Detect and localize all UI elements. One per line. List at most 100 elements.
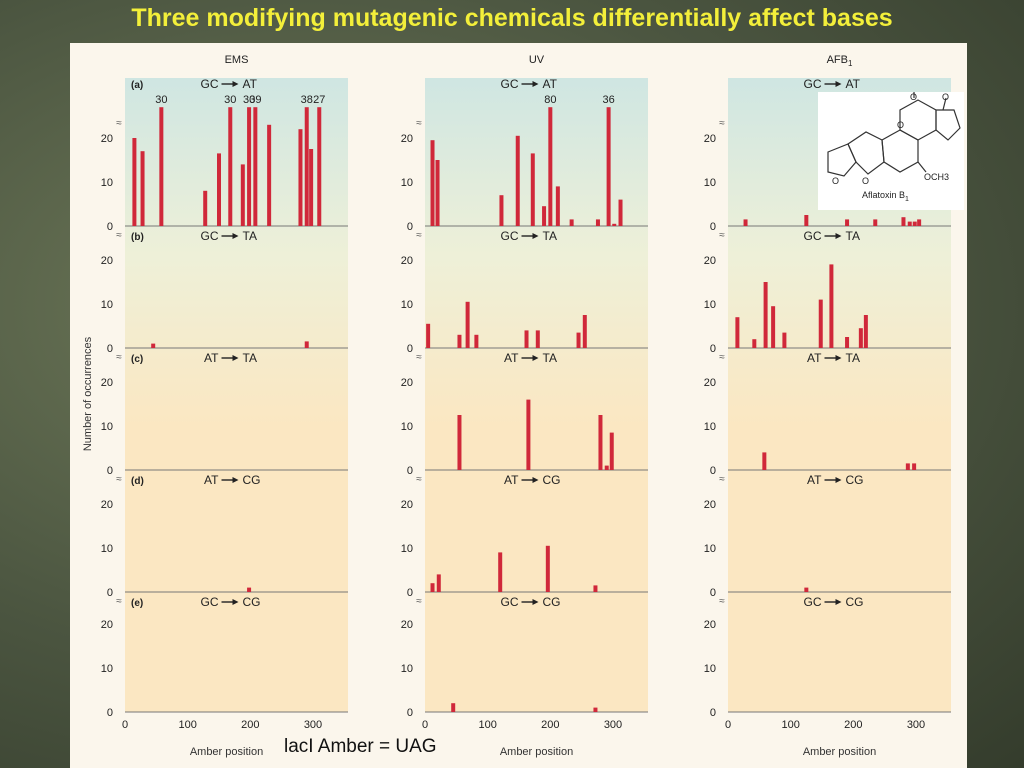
bar-value-label: 30 [224, 94, 236, 106]
y-tick-label: 0 [107, 465, 113, 477]
axis-break-mark: ≈ [719, 474, 725, 485]
bar [140, 151, 145, 226]
x-tick-label: 200 [541, 719, 559, 731]
mutation-arrow-head [835, 355, 842, 361]
bar [457, 415, 462, 470]
y-tick-label: 20 [101, 133, 113, 145]
bar [309, 149, 314, 226]
axis-break-mark: ≈ [719, 118, 725, 129]
bar [545, 545, 550, 592]
y-tick-label: 10 [101, 543, 113, 555]
mutation-to-label: TA [543, 229, 557, 243]
aflatoxin-name-label: Aflatoxin B1 [862, 190, 909, 203]
bar [253, 107, 258, 226]
x-tick-label: 300 [304, 719, 322, 731]
y-tick-label: 0 [407, 343, 413, 355]
bar [436, 574, 441, 592]
mutation-arrow-head [232, 81, 239, 87]
x-tick-label: 300 [907, 719, 925, 731]
y-tick-label: 0 [407, 707, 413, 719]
axis-break-mark: ≈ [116, 474, 122, 485]
x-tick-label: 200 [844, 719, 862, 731]
bar [247, 587, 252, 592]
aflatoxin-och3-label: OCH3 [924, 172, 949, 182]
aflatoxin-o-label-3: O [897, 120, 904, 130]
bar [526, 399, 531, 470]
y-tick-label: 20 [401, 499, 413, 511]
plot-area-1 [125, 78, 348, 712]
y-tick-label: 0 [710, 343, 716, 355]
bar [873, 219, 878, 226]
bar [203, 190, 208, 226]
y-tick-label: 20 [401, 619, 413, 631]
y-tick-label: 20 [704, 619, 716, 631]
column-title-3: AFB1 [827, 54, 853, 68]
bar [606, 107, 611, 226]
bar [217, 153, 221, 226]
bar [524, 330, 529, 348]
row-label: (a) [131, 80, 143, 91]
mutation-from-label: AT [807, 473, 822, 487]
x-tick-label: 0 [122, 719, 128, 731]
y-tick-label: 20 [704, 499, 716, 511]
aflatoxin-o-label-1: O [910, 92, 917, 102]
bar [762, 452, 767, 470]
x-tick-label: 200 [241, 719, 259, 731]
mutation-to-label: TA [543, 351, 557, 365]
axis-break-mark: ≈ [719, 352, 725, 363]
axis-break-mark: ≈ [116, 596, 122, 607]
bar [912, 463, 917, 470]
bar [457, 334, 462, 348]
bar [151, 343, 156, 348]
mutation-to-label: AT [846, 77, 861, 91]
y-tick-label: 0 [407, 465, 413, 477]
amber-caption: lacI Amber = UAG [284, 736, 437, 757]
bar [555, 186, 560, 226]
bar [435, 160, 440, 226]
mutation-to-label: TA [846, 351, 860, 365]
mutation-to-label: CG [543, 595, 561, 609]
mutation-from-label: AT [204, 351, 219, 365]
x-tick-label: 100 [478, 719, 496, 731]
bar [582, 315, 587, 348]
bar [593, 585, 598, 592]
mutation-to-label: CG [846, 473, 864, 487]
axis-break-mark: ≈ [416, 474, 422, 485]
bar [247, 107, 252, 226]
mutation-to-label: TA [243, 229, 257, 243]
bar [912, 221, 917, 226]
x-axis-label-1: Amber position [190, 746, 263, 758]
bar [598, 415, 603, 470]
axis-break-mark: ≈ [116, 118, 122, 129]
y-tick-label: 10 [704, 177, 716, 189]
bar [267, 124, 272, 226]
mutation-to-label: CG [543, 473, 561, 487]
y-tick-label: 0 [710, 221, 716, 233]
bar [593, 707, 598, 712]
bar [743, 219, 748, 226]
row-label: (e) [131, 598, 143, 609]
mutation-arrow-head [532, 233, 539, 239]
mutation-arrow-head [232, 233, 239, 239]
bar [304, 107, 309, 226]
axis-break-mark: ≈ [416, 118, 422, 129]
bar [845, 337, 850, 348]
bar [515, 135, 520, 226]
bar [535, 330, 540, 348]
bar [863, 315, 868, 348]
mutation-from-label: AT [504, 351, 519, 365]
column-title-2: UV [529, 54, 545, 66]
y-tick-label: 0 [107, 343, 113, 355]
y-tick-label: 20 [101, 619, 113, 631]
column-title-1: EMS [225, 54, 249, 66]
x-tick-label: 100 [178, 719, 196, 731]
row-label: (c) [131, 354, 143, 365]
y-tick-label: 20 [401, 255, 413, 267]
mutation-to-label: CG [243, 473, 261, 487]
bar [901, 217, 906, 226]
bar-value-label: 30 [243, 94, 255, 106]
x-tick-label: 100 [781, 719, 799, 731]
bar [782, 332, 787, 348]
y-tick-label: 20 [704, 255, 716, 267]
mutation-arrow-head [232, 599, 239, 605]
